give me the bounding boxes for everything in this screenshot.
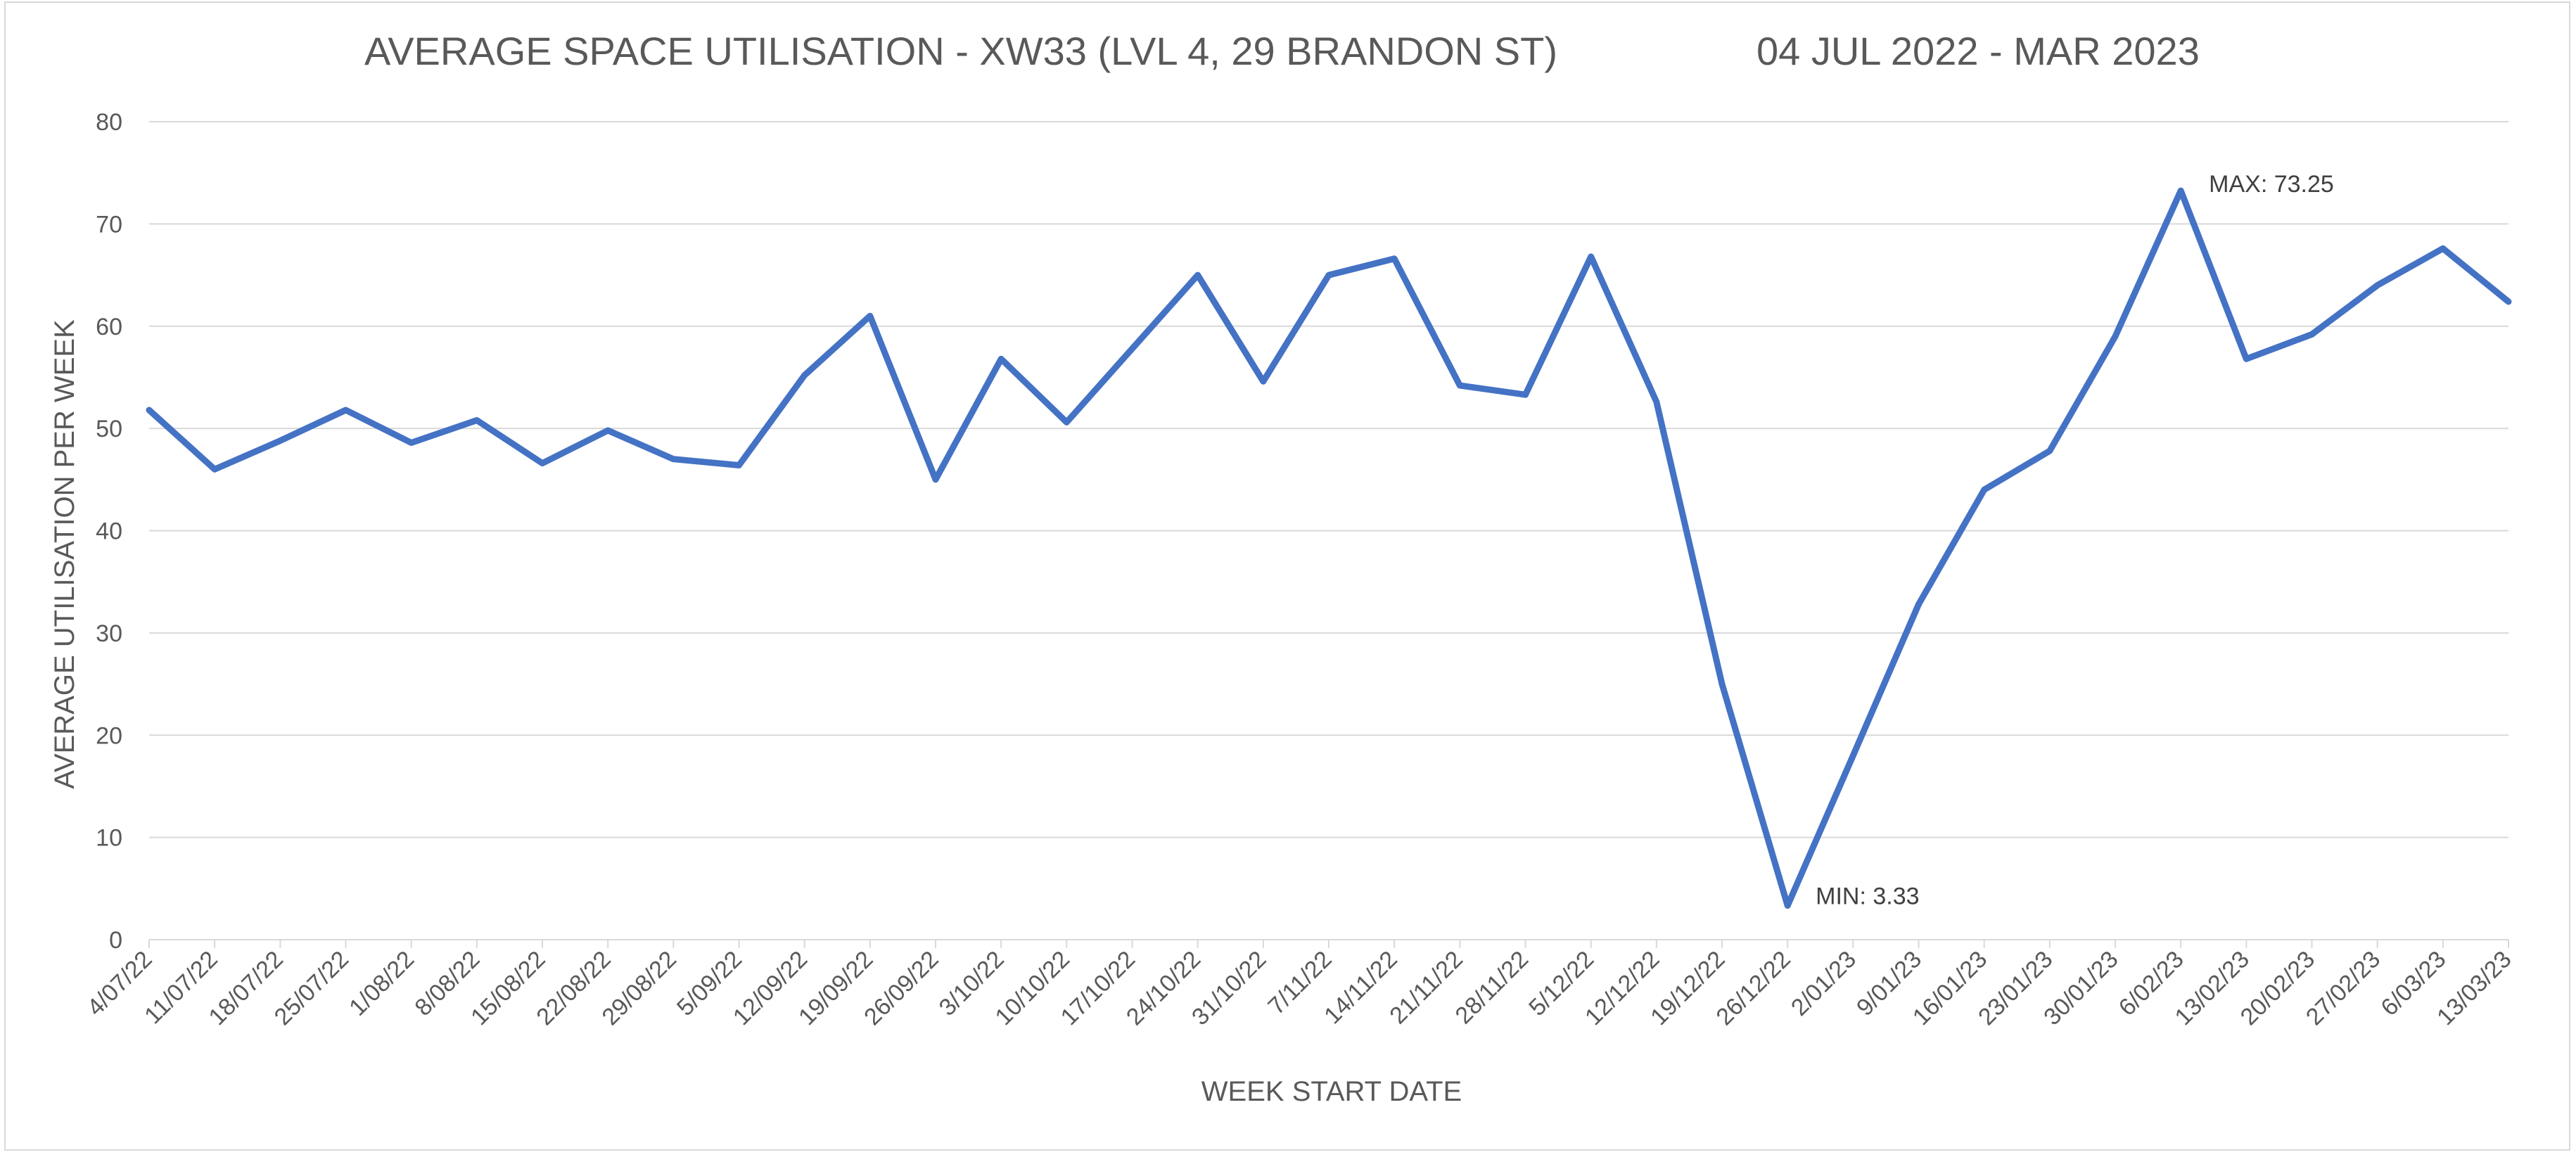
series-layer — [146, 187, 2512, 909]
data-label-layer: MAX: 73.25 MIN: 3.33 — [1816, 171, 2334, 909]
max-data-label: MAX: 73.25 — [2209, 171, 2334, 198]
y-tick-label: 70 — [96, 211, 122, 238]
y-tick-label: 0 — [109, 927, 122, 954]
y-tick-label: 50 — [96, 416, 122, 442]
y-tick-label: 10 — [96, 825, 122, 852]
y-tick-label: 30 — [96, 620, 122, 647]
x-axis-tick-labels: 4/07/2211/07/2218/07/2225/07/221/08/228/… — [82, 946, 2517, 1030]
y-tick-label: 20 — [96, 722, 122, 749]
y-tick-label: 40 — [96, 518, 122, 545]
min-data-label: MIN: 3.33 — [1816, 883, 1919, 910]
y-tick-label: 60 — [96, 314, 122, 340]
chart-frame — [4, 1, 2570, 1151]
y-axis-title: AVERAGE UTILISATION PER WEEK — [49, 319, 80, 789]
x-axis — [148, 939, 2509, 948]
y-axis-tick-labels: 0 10 20 30 40 50 60 70 80 — [96, 109, 122, 954]
x-axis-title: WEEK START DATE — [1201, 1076, 1462, 1107]
chart-title: AVERAGE SPACE UTILISATION - XW33 (LVL 4,… — [0, 28, 2576, 84]
chart-title-main: AVERAGE SPACE UTILISATION - XW33 (LVL 4,… — [364, 29, 1557, 73]
x-tick-label: 28/11/22 — [1450, 946, 1534, 1030]
x-tick-label: 2/01/23 — [1786, 946, 1861, 1021]
y-tick-label: 80 — [96, 109, 122, 136]
chart-title-date-range: 04 JUL 2022 - MAR 2023 — [1756, 29, 2200, 73]
x-tick-label: 1/08/22 — [344, 946, 419, 1021]
series-line — [146, 187, 2512, 909]
gridlines — [149, 121, 2508, 838]
